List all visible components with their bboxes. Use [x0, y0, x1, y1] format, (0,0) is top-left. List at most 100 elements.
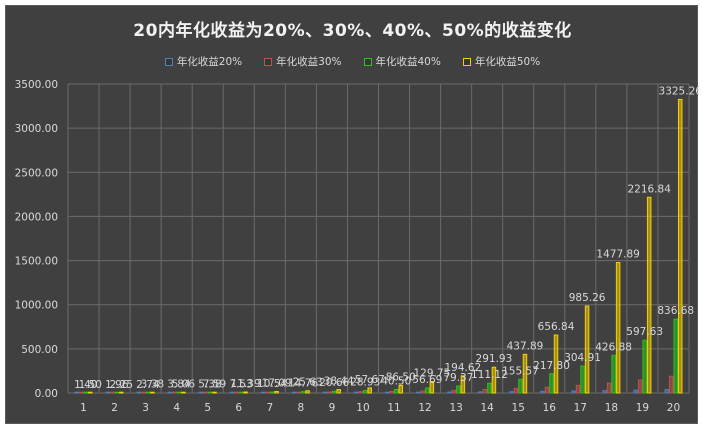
bar: [353, 391, 359, 394]
x-tick-label: 3: [142, 402, 149, 414]
bar: [305, 390, 310, 394]
y-tick-label: 0.00: [35, 388, 58, 400]
x-tick-label: 10: [356, 402, 369, 414]
legend-label: 年化收益20%: [176, 56, 243, 68]
bar: [389, 390, 395, 394]
bar: [571, 390, 576, 394]
bar: [509, 391, 514, 394]
bar: [606, 382, 612, 394]
data-label: 1.50: [79, 379, 102, 391]
data-label: 10.54: [257, 378, 287, 390]
bar: [74, 391, 80, 394]
data-label: 3.38: [141, 379, 164, 391]
data-label: 155.57: [502, 365, 539, 377]
data-label: 56.69: [412, 374, 442, 386]
bar: [327, 391, 332, 394]
data-label: 597.63: [626, 326, 663, 338]
x-tick-label: 14: [480, 402, 494, 414]
bar: [336, 389, 341, 394]
y-tick-label: 1500.00: [15, 256, 58, 268]
data-label: 1.40: [74, 379, 97, 391]
bar: [611, 354, 616, 394]
bar: [416, 391, 421, 394]
bar: [491, 366, 497, 394]
data-label: 836.68: [657, 305, 694, 317]
x-tick-label: 16: [543, 402, 557, 414]
data-label: 11.39: [230, 378, 260, 390]
data-label: 656.84: [538, 321, 575, 333]
bar: [136, 391, 142, 394]
y-tick-label: 500.00: [21, 344, 58, 356]
bar: [668, 375, 674, 394]
x-tick-label: 12: [418, 402, 431, 414]
x-tick-label: 7: [266, 402, 273, 414]
bar: [642, 339, 647, 394]
bar: [544, 386, 550, 394]
bar: [580, 365, 585, 394]
chart-frame: 20内年化收益为20%、30%、40%、50%的收益变化 年化收益20% 年化收益…: [5, 5, 699, 424]
legend-swatch: [462, 57, 471, 66]
x-tick-label: 1: [80, 402, 87, 414]
data-label: 17.09: [262, 377, 292, 389]
data-label: 426.88: [595, 341, 632, 353]
y-tick-label: 3000.00: [15, 123, 58, 135]
bar: [145, 391, 151, 394]
x-tick-label: 19: [636, 402, 649, 414]
bar: [584, 305, 590, 394]
bar: [398, 384, 404, 394]
data-label: 194.62: [445, 362, 482, 374]
bar: [181, 391, 186, 394]
x-tick-label: 8: [298, 402, 305, 414]
legend-label: 年化收益30%: [276, 56, 342, 68]
data-label: 79.37: [443, 372, 473, 384]
data-label: 25.63: [293, 377, 323, 389]
data-label: 40.50: [381, 375, 411, 387]
legend-swatch: [363, 57, 372, 66]
data-label: 129.75: [413, 368, 450, 380]
bar: [522, 353, 528, 394]
x-tick-label: 18: [605, 402, 618, 414]
bar: [265, 391, 270, 394]
bar: [615, 262, 621, 394]
bar: [553, 334, 559, 394]
legend-label: 年化收益50%: [474, 56, 541, 68]
bar: [362, 389, 368, 394]
bar: [394, 388, 399, 394]
y-tick-label: 2000.00: [15, 211, 58, 223]
data-label: 3.84: [167, 379, 191, 391]
bar: [331, 390, 337, 394]
legend-item: 年化收益20%: [164, 54, 243, 69]
bar: [451, 389, 457, 394]
legend-item: 年化收益40%: [363, 54, 441, 69]
bar: [549, 373, 554, 394]
data-label: 111.12: [471, 369, 508, 381]
bar: [110, 391, 115, 394]
y-tick-label: 1000.00: [15, 300, 58, 312]
bar: [575, 384, 581, 394]
bar: [420, 390, 426, 394]
bar: [358, 391, 363, 394]
bar: [487, 382, 492, 394]
data-label: 5.38: [198, 379, 221, 391]
bar: [212, 391, 217, 394]
data-label: 291.93: [476, 353, 513, 365]
x-tick-label: 4: [173, 402, 180, 414]
bar: [88, 391, 93, 394]
data-label: 304.91: [564, 352, 601, 364]
bar: [518, 378, 523, 394]
bar: [478, 391, 483, 394]
data-label: 2.74: [136, 379, 160, 391]
data-label: 86.50: [386, 371, 416, 383]
data-label: 1477.89: [596, 249, 639, 261]
x-tick-label: 15: [512, 402, 525, 414]
chart-legend: 年化收益20% 年化收益30% 年化收益40% 年化收益50%: [6, 54, 699, 69]
bar: [83, 391, 89, 394]
chart-plot: 0.00 500.00 1000.00 1500.00 2000.00 2500.00 30…: [15, 79, 699, 414]
bar: [673, 318, 678, 394]
data-label: 437.89: [507, 340, 544, 352]
bar: [425, 387, 430, 394]
bar: [79, 391, 84, 394]
legend-swatch: [164, 57, 173, 66]
bar: [322, 391, 328, 394]
data-label: 1.96: [105, 379, 129, 391]
